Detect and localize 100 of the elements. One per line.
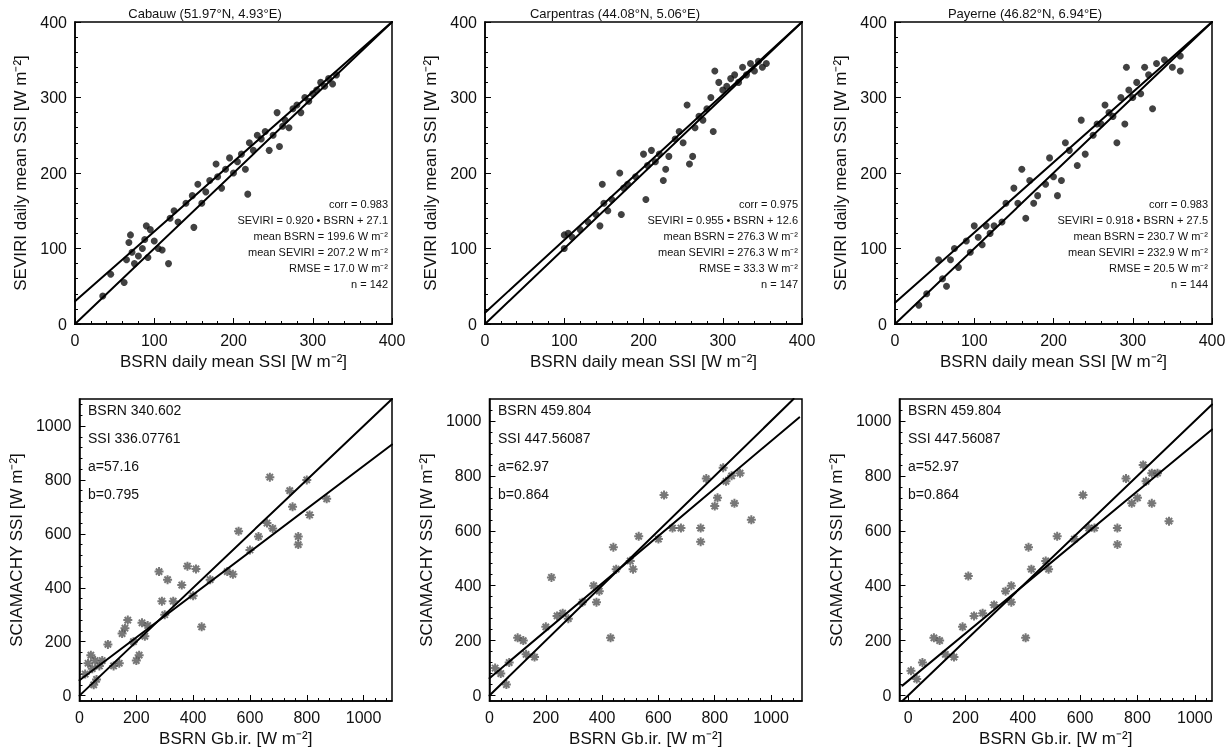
x-tick-label: 1000: [345, 708, 382, 726]
annotation: mean SEVIRI = 207.2 W m⁻²: [247, 245, 389, 258]
y-tick-label: 400: [44, 579, 72, 597]
x-tick-label: 300: [299, 331, 327, 349]
x-axis-title: BSRN Gb.ir. [W m⁻²]: [979, 728, 1133, 748]
x-tick-label: 400: [1198, 331, 1226, 349]
y-tick-label: 200: [864, 632, 892, 650]
y-tick-label: 400: [40, 13, 68, 31]
x-tick-label: 200: [122, 708, 150, 726]
y-tick-label: 200: [454, 632, 482, 650]
x-tick-label: 400: [788, 331, 816, 349]
annotation: SEVIRI = 0.918 • BSRN + 27.5: [1057, 213, 1209, 226]
annotation: n = 144: [1170, 277, 1209, 290]
y-tick-label: 200: [40, 164, 68, 182]
x-tick-label: 800: [293, 708, 321, 726]
y-tick-label: 100: [450, 240, 478, 257]
x-tick-label: 100: [140, 331, 168, 349]
x-axis-title: BSRN Gb.ir. [W m⁻²]: [569, 728, 723, 748]
x-tick-label: 600: [645, 708, 672, 726]
y-tick-label: 600: [864, 522, 892, 540]
x-tick-label: 300: [1119, 331, 1147, 349]
x-tick-label: 200: [630, 331, 657, 349]
annotation: BSRN 340.602: [88, 402, 182, 418]
y-tick-label: 1000: [445, 412, 482, 430]
y-tick-label: 200: [450, 164, 478, 182]
y-tick-label: 400: [450, 13, 478, 31]
y-tick-label: 0: [472, 687, 482, 705]
annotation: mean BSRN = 276.3 W m⁻²: [663, 229, 799, 242]
y-tick-label: 400: [864, 577, 892, 595]
x-tick-label: 400: [378, 331, 406, 349]
annotation: b=0.864: [908, 486, 960, 502]
x-tick-label: 400: [179, 708, 207, 726]
annotation: SSI 447.56087: [908, 430, 1001, 446]
y-tick-label: 400: [454, 577, 482, 595]
x-axis-title: BSRN daily mean SSI [W m⁻²]: [119, 351, 348, 371]
y-axis-title: SCIAMACHY SSI [W m⁻²]: [417, 453, 436, 647]
annotation: b=0.795: [88, 486, 140, 502]
y-tick-label: 800: [454, 467, 482, 485]
annotation: mean BSRN = 230.7 W m⁻²: [1073, 229, 1209, 242]
annotation: a=62.97: [498, 458, 550, 474]
y-tick-label: 100: [40, 240, 68, 257]
annotation: BSRN 459.804: [908, 402, 1002, 418]
x-axis-title: BSRN Gb.ir. [W m⁻²]: [159, 728, 313, 748]
x-tick-label: 200: [220, 331, 247, 349]
annotation: SEVIRI = 0.920 • BSRN + 27.1: [237, 213, 389, 226]
annotation: RMSE = 20.5 W m⁻²: [1108, 261, 1209, 274]
annotation: corr = 0.983: [1148, 197, 1209, 210]
x-tick-label: 300: [709, 331, 737, 349]
x-tick-label: 1000: [1177, 708, 1213, 726]
annotation: n = 142: [350, 277, 389, 290]
y-tick-label: 0: [468, 315, 478, 333]
y-axis-title: SEVIRI daily mean SSI [W m⁻²]: [421, 55, 441, 291]
y-tick-label: 0: [62, 687, 72, 705]
y-tick-label: 0: [58, 315, 68, 333]
y-tick-label: 100: [860, 240, 888, 257]
x-tick-label: 1000: [753, 708, 789, 726]
annotation: BSRN 459.804: [498, 402, 592, 418]
x-tick-label: 200: [1040, 331, 1067, 349]
y-tick-label: 0: [878, 315, 888, 333]
x-tick-label: 400: [1009, 708, 1037, 726]
y-axis-title: SEVIRI daily mean SSI [W m⁻²]: [831, 55, 851, 291]
x-tick-label: 0: [903, 708, 913, 726]
x-tick-label: 600: [236, 708, 264, 726]
annotation: mean SEVIRI = 276.3 W m⁻²: [657, 245, 799, 258]
x-tick-label: 100: [550, 331, 578, 349]
y-axis-title: SCIAMACHY SSI [W m⁻²]: [827, 453, 846, 647]
y-tick-label: 600: [44, 525, 72, 543]
y-tick-label: 300: [40, 89, 68, 106]
y-tick-label: 800: [44, 471, 72, 489]
y-tick-label: 1000: [35, 417, 72, 435]
y-axis-title: SCIAMACHY SSI [W m⁻²]: [7, 453, 26, 647]
y-tick-label: 0: [882, 687, 892, 705]
annotation: SSI 447.56087: [498, 430, 591, 446]
annotation: RMSE = 33.3 W m⁻²: [698, 261, 799, 274]
y-tick-label: 200: [44, 633, 72, 651]
chart-title: Payerne (46.82°N, 6.94°E): [947, 6, 1103, 21]
annotation: SEVIRI = 0.955 • BSRN + 12.6: [647, 213, 799, 226]
chart-title: Cabauw (51.97°N, 4.93°E): [128, 6, 282, 21]
y-tick-label: 200: [860, 164, 888, 182]
annotation: corr = 0.983: [328, 197, 389, 210]
y-tick-label: 300: [450, 89, 478, 106]
x-tick-label: 200: [532, 708, 560, 726]
annotation: SSI 336.07761: [88, 430, 181, 446]
chart-title: Carpentras (44.08°N, 5.06°E): [529, 6, 701, 21]
annotation: a=52.97: [908, 458, 960, 474]
annotation: a=57.16: [88, 458, 140, 474]
x-tick-label: 0: [75, 708, 85, 726]
y-tick-label: 300: [860, 89, 888, 106]
x-tick-label: 800: [1124, 708, 1151, 726]
y-axis-title: SEVIRI daily mean SSI [W m⁻²]: [11, 55, 31, 291]
annotation: corr = 0.975: [738, 197, 799, 210]
annotation: RMSE = 17.0 W m⁻²: [288, 261, 389, 274]
x-tick-label: 200: [952, 708, 979, 726]
x-tick-label: 600: [1066, 708, 1094, 726]
y-tick-label: 600: [454, 522, 482, 540]
x-tick-label: 400: [588, 708, 616, 726]
annotation: mean SEVIRI = 232.9 W m⁻²: [1067, 245, 1209, 258]
x-axis-title: BSRN daily mean SSI [W m⁻²]: [529, 351, 758, 371]
y-tick-label: 1000: [855, 412, 892, 430]
y-tick-label: 400: [860, 13, 888, 31]
